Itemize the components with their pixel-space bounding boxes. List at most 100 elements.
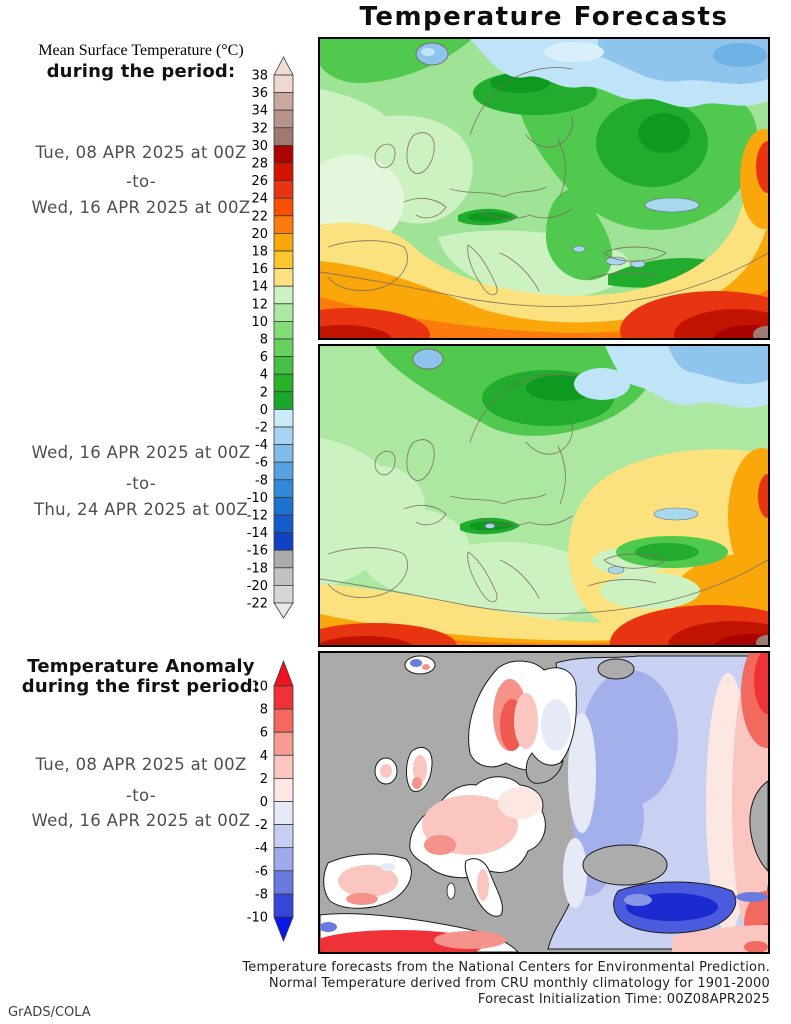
colorbar-tick-label: 0 (260, 403, 268, 418)
map3-anomaly-field (320, 653, 768, 952)
colorbar-tick-label: 18 (251, 245, 268, 260)
map2-temperature-field (320, 346, 768, 645)
colorbar-tick-label: 0 (260, 795, 268, 810)
page-title: Temperature Forecasts (359, 2, 729, 32)
colorbar-cell (273, 92, 294, 111)
colorbar-cell (273, 824, 294, 849)
colorbar-tick-label: 34 (251, 104, 268, 119)
colorbar-cell (273, 731, 294, 756)
colorbar-cell (273, 893, 294, 918)
colorbar-cell (273, 320, 294, 340)
temperature-anomaly-map (318, 651, 770, 954)
colorbar-arrow-bottom (273, 916, 294, 943)
colorbar-arrow-top (273, 659, 294, 687)
colorbar-cell (273, 180, 294, 199)
footer-line-1: Temperature forecasts from the National … (242, 960, 770, 975)
colorbar-cell (273, 754, 294, 779)
colorbar-cell (273, 549, 294, 569)
map3-baltic-sea (525, 752, 564, 784)
colorbar-tick-label: -12 (247, 509, 268, 524)
map2-country-borders (320, 374, 768, 614)
colorbar-tick-label: 6 (260, 726, 268, 741)
map1-svg (320, 39, 768, 338)
colorbar-tick-label: -2 (255, 818, 268, 833)
colorbar-cell (273, 268, 294, 287)
colorbar-tick-label: 8 (260, 333, 268, 348)
colorbar-tick-label: 36 (251, 86, 268, 101)
colorbar-tick-label: -8 (255, 887, 268, 902)
colorbar-tick-label: -6 (255, 864, 268, 879)
cb-anom-svg: 10 8 6 4 2 0 -2 -4 -6 -8 -10 (247, 659, 294, 943)
colorbar-tick-label: 26 (251, 174, 268, 189)
colorbar-tick-label: 10 (251, 680, 268, 695)
colorbar-cell (273, 162, 294, 182)
temperature-colorbar: 38 36 34 32 30 28 26 24 22 20 18 16 14 12 10 8 6 4 2 0 -2 -4-… (200, 50, 300, 628)
colorbar-tick-label: 6 (260, 350, 268, 365)
footer-line-3: Forecast Initialization Time: 00Z08APR20… (477, 992, 770, 1007)
colorbar-cell (273, 74, 294, 94)
colorbar-tick-label: 38 (251, 69, 268, 84)
colorbar-cell (273, 250, 294, 270)
colorbar-cell (273, 373, 294, 393)
colorbar-tick-label: 30 (251, 139, 268, 154)
grads-credit: GrADS/COLA (8, 1005, 91, 1020)
panel1-heading-line2: during the period: (46, 61, 236, 82)
panel3-date-from: Tue, 08 APR 2025 at 00Z (35, 755, 247, 774)
map3-black-sea (582, 844, 668, 886)
panel3-heading-line1: Temperature Anomaly (27, 656, 255, 677)
map1-hot-corner-blob (753, 326, 768, 338)
colorbar-tick-label: -4 (255, 438, 268, 453)
colorbar-tick-label: -16 (247, 544, 268, 559)
colorbar-tick-label: 8 (260, 703, 268, 718)
panel3-date-separator: -to- (126, 786, 156, 805)
colorbar-cell (273, 461, 294, 481)
colorbar-cell (273, 127, 294, 146)
colorbar-tick-label: 2 (260, 772, 268, 787)
panel2-date-from: Wed, 16 APR 2025 at 00Z (31, 443, 251, 462)
colorbar-cell (273, 232, 294, 252)
temperature-map-period-2 (318, 344, 770, 647)
colorbar-cell (273, 338, 294, 358)
colorbar-cell (273, 585, 294, 604)
colorbar-tick-label: 20 (251, 227, 268, 242)
colorbar-tick-label: -2 (255, 421, 268, 436)
panel1-date-from: Tue, 08 APR 2025 at 00Z (35, 143, 247, 162)
panel1-date-to: Wed, 16 APR 2025 at 00Z (31, 198, 251, 217)
map1-temperature-field (320, 39, 768, 338)
cb-temp-svg: 38363432302826242220181614121086420-2-4-… (247, 56, 294, 619)
colorbar-tick-label: 22 (251, 209, 268, 224)
panel1-date-separator: -to- (126, 172, 156, 191)
colorbar-cell (273, 356, 294, 375)
colorbar-tick-label: -6 (255, 456, 268, 471)
colorbar-tick-label: -10 (247, 911, 268, 926)
colorbar-cell (273, 708, 294, 733)
colorbar-tick-label: 32 (251, 121, 268, 136)
anomaly-colorbar: 10 8 6 4 2 0 -2 -4 -6 -8 -10 (200, 655, 300, 947)
colorbar-tick-label: -20 (247, 579, 268, 594)
map2-lakes (484, 507, 699, 574)
colorbar-cell (273, 408, 294, 428)
panel3-heading-line2: during the first period: (21, 676, 261, 697)
colorbar-cell (273, 847, 294, 872)
panel2-date-to: Thu, 24 APR 2025 at 00Z (34, 500, 248, 519)
map3-caspian-sea (749, 780, 768, 872)
panel1-heading-line1: Mean Surface Temperature (°C) (38, 42, 244, 59)
colorbar-cell (273, 145, 294, 164)
colorbar-cell (273, 685, 294, 710)
temperature-map-period-1 (318, 37, 770, 340)
colorbar-tick-label: -4 (255, 841, 268, 856)
map2-iceland-blob (412, 348, 444, 370)
colorbar-tick-label: 10 (251, 315, 268, 330)
colorbar-tick-label: -18 (247, 561, 268, 576)
colorbar-arrow-top (273, 56, 294, 76)
colorbar-tick-label: 16 (251, 262, 268, 277)
colorbar-cell (273, 285, 294, 305)
colorbar-tick-label: 2 (260, 385, 268, 400)
colorbar-cell (273, 870, 294, 895)
colorbar-tick-label: -10 (247, 491, 268, 506)
colorbar-tick-label: 12 (251, 297, 268, 312)
colorbar-tick-label: -8 (255, 473, 268, 488)
map3-white-sea (597, 658, 635, 680)
map1-country-borders (320, 67, 768, 307)
colorbar-cell (273, 426, 294, 446)
